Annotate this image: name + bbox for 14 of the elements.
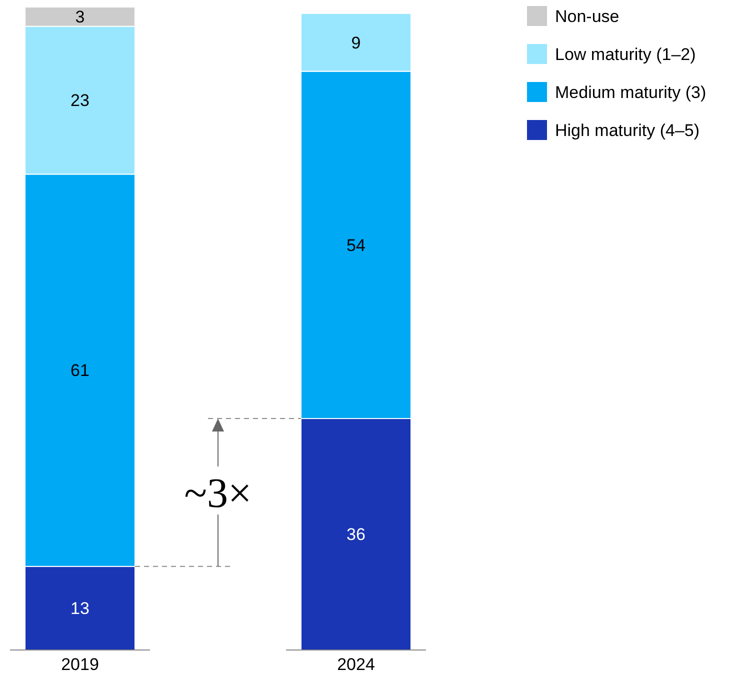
annotation: ~3×	[184, 471, 252, 518]
data-label: 13	[70, 599, 90, 618]
data-label: 61	[70, 361, 90, 380]
data-label: 9	[351, 33, 361, 52]
data-label: 3	[75, 8, 85, 27]
data-label: 23	[70, 91, 90, 110]
legend-label: Medium maturity (3)	[555, 82, 706, 102]
legend-label: High maturity (4–5)	[555, 120, 700, 140]
legend-label: Non-use	[555, 6, 620, 26]
data-label: 54	[346, 236, 366, 255]
legend-label: Low maturity (1–2)	[555, 44, 696, 64]
x-tick-label: 2019	[61, 655, 99, 674]
data-label: 36	[346, 525, 366, 544]
x-tick-label: 2024	[337, 655, 375, 674]
